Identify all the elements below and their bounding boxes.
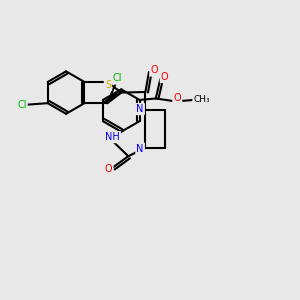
Text: O: O <box>105 164 112 174</box>
Text: NH: NH <box>105 132 120 142</box>
Text: N: N <box>136 143 144 154</box>
Text: O: O <box>150 65 158 76</box>
Text: S: S <box>105 80 111 90</box>
Text: CH₃: CH₃ <box>194 95 210 104</box>
Text: N: N <box>136 104 144 114</box>
Text: O: O <box>161 72 168 82</box>
Text: Cl: Cl <box>113 74 122 83</box>
Text: O: O <box>173 93 181 103</box>
Text: Cl: Cl <box>17 100 27 110</box>
